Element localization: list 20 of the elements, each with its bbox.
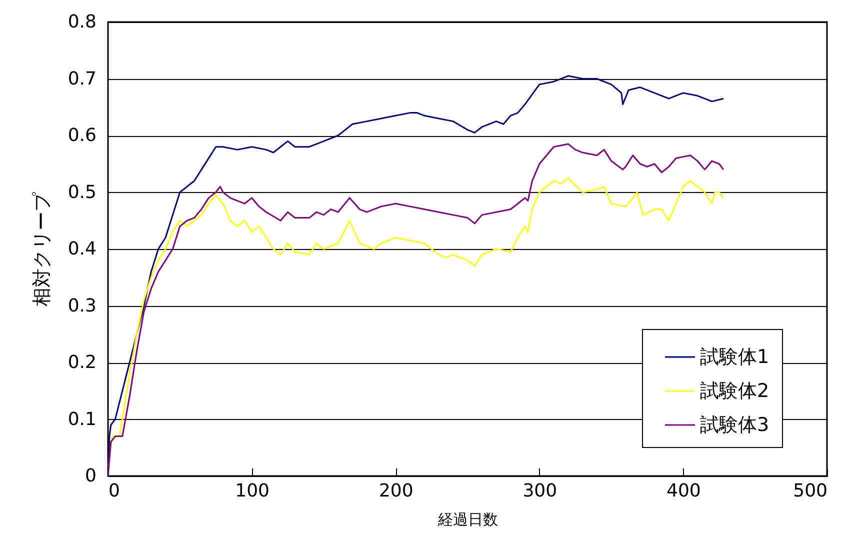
y-tick-label: 0.2 xyxy=(68,352,96,373)
x-tick-label: 200 xyxy=(378,480,414,502)
x-tick-label: 400 xyxy=(666,480,701,502)
legend-label: 試験体2 xyxy=(700,380,770,402)
y-axis-title: 相対クリープ xyxy=(30,192,53,306)
y-tick-label: 0.1 xyxy=(68,408,96,430)
y-tick-label: 0 xyxy=(85,466,96,486)
y-tick-label: 0.7 xyxy=(68,68,96,90)
y-tick-label: 0.6 xyxy=(68,125,96,146)
y-tick-label: 0.5 xyxy=(68,182,96,203)
x-tick-label: 0 xyxy=(108,480,120,502)
x-tick-label: 300 xyxy=(522,480,558,502)
y-tick-label: 0.4 xyxy=(68,238,96,260)
legend-label: 試験体3 xyxy=(700,414,770,436)
legend-label: 試験体1 xyxy=(700,346,770,368)
x-axis-title: 経過日数 xyxy=(437,510,498,528)
x-tick-label: 100 xyxy=(235,480,270,502)
x-tick-label: 500 xyxy=(793,480,828,502)
y-tick-label: 0.3 xyxy=(68,295,96,316)
y-tick-label: 0.8 xyxy=(68,12,96,32)
